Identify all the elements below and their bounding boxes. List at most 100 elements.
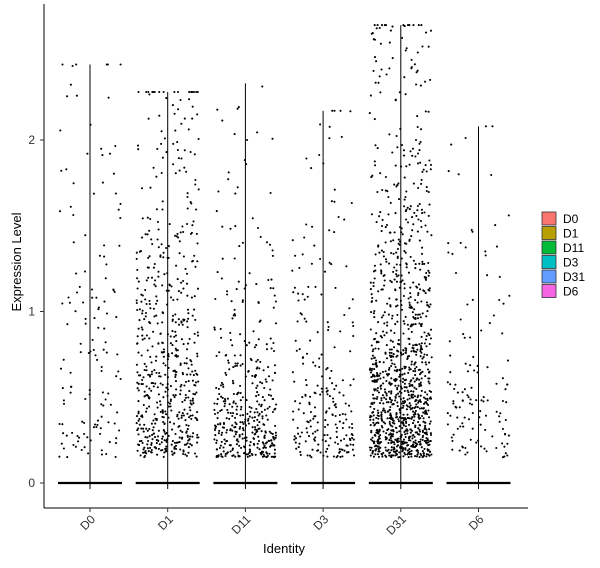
data-point	[377, 414, 380, 418]
data-point	[384, 241, 387, 244]
data-point	[229, 450, 232, 453]
data-point	[394, 164, 397, 167]
data-point	[347, 404, 351, 407]
data-point	[333, 388, 336, 391]
data-point	[391, 433, 395, 436]
data-point	[454, 383, 457, 386]
data-point	[231, 379, 234, 382]
data-point	[234, 402, 237, 405]
data-point	[376, 190, 379, 194]
data-point	[176, 90, 180, 94]
data-point	[267, 439, 270, 442]
data-point	[419, 128, 423, 131]
data-point	[412, 440, 415, 444]
data-point	[257, 414, 260, 417]
data-point	[115, 437, 118, 440]
data-point	[383, 334, 386, 337]
data-point	[161, 200, 164, 203]
data-point	[221, 119, 224, 122]
data-point	[152, 166, 155, 169]
data-point	[217, 432, 220, 435]
data-point	[176, 298, 179, 301]
data-point	[61, 387, 64, 390]
data-point	[293, 438, 296, 441]
data-point	[190, 403, 193, 406]
data-point	[417, 292, 420, 295]
data-point	[180, 338, 183, 341]
data-point	[195, 90, 198, 94]
data-point	[390, 359, 393, 362]
data-point	[182, 343, 185, 346]
data-point	[144, 454, 147, 457]
data-point	[416, 406, 419, 409]
data-point	[382, 255, 385, 258]
data-point	[422, 411, 425, 414]
data-point	[271, 137, 274, 140]
data-point	[420, 348, 424, 351]
data-point	[303, 236, 306, 239]
data-point	[236, 107, 239, 110]
data-point	[193, 295, 196, 298]
data-point	[417, 218, 420, 221]
data-point	[387, 401, 390, 404]
data-point	[62, 399, 65, 402]
data-point	[333, 109, 336, 112]
data-point	[251, 416, 254, 419]
data-point	[424, 410, 427, 413]
data-point	[426, 368, 430, 371]
data-point	[401, 279, 404, 282]
data-point	[97, 308, 100, 311]
data-point	[190, 202, 193, 205]
data-point	[144, 288, 147, 292]
data-point	[424, 278, 428, 281]
data-point	[104, 398, 107, 401]
data-point	[369, 288, 372, 291]
data-point	[169, 385, 172, 388]
data-point	[162, 355, 165, 358]
data-point	[337, 215, 340, 219]
data-point	[150, 448, 153, 452]
data-point	[427, 332, 430, 335]
data-point	[221, 383, 225, 386]
data-point	[246, 419, 250, 422]
data-point	[396, 184, 399, 187]
data-point	[406, 449, 409, 452]
data-point	[393, 346, 396, 349]
data-point	[390, 449, 393, 452]
data-point	[349, 439, 352, 442]
data-point	[379, 372, 382, 375]
data-point	[407, 394, 410, 397]
data-point	[158, 443, 161, 446]
data-point	[264, 430, 267, 433]
data-point	[375, 447, 378, 451]
data-point	[411, 396, 415, 399]
data-point	[112, 289, 115, 292]
data-point	[148, 93, 151, 96]
data-point	[163, 350, 166, 353]
data-point	[421, 312, 424, 315]
data-point	[112, 172, 115, 175]
data-point	[395, 269, 398, 272]
data-point	[451, 252, 454, 255]
data-point	[262, 446, 265, 450]
data-point	[182, 452, 185, 456]
data-point	[233, 257, 236, 260]
data-point	[402, 447, 405, 450]
data-point	[297, 432, 300, 435]
data-point	[380, 24, 384, 27]
data-point	[66, 456, 69, 459]
data-point	[137, 148, 140, 151]
data-point	[161, 341, 164, 344]
data-point	[250, 452, 253, 456]
data-point	[185, 362, 188, 365]
data-point	[115, 375, 118, 378]
data-point	[185, 373, 189, 376]
data-point	[188, 406, 191, 409]
data-point	[169, 398, 172, 401]
data-point	[328, 377, 331, 380]
data-point	[327, 325, 330, 328]
data-point	[408, 448, 411, 451]
y-axis-title: Expression Level	[9, 212, 24, 311]
data-point	[370, 369, 373, 372]
